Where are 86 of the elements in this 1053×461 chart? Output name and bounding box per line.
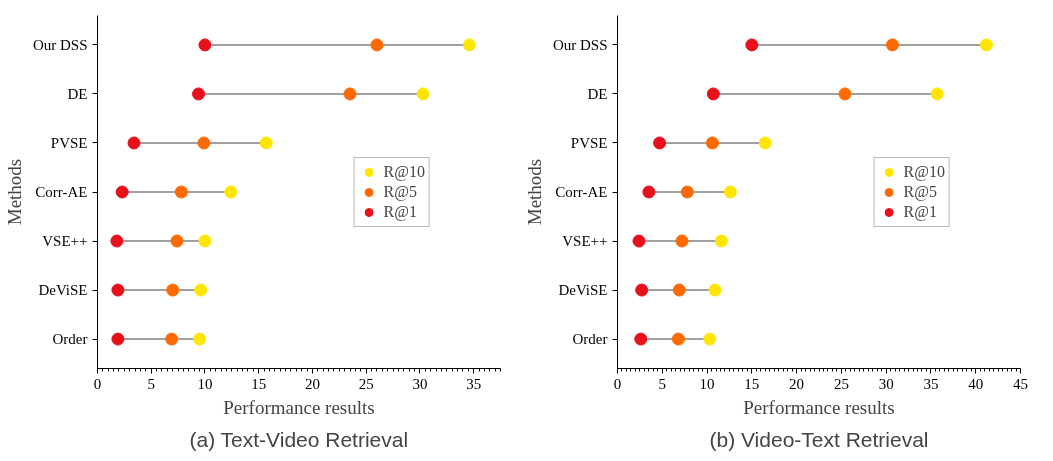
x-tick-label: 45 (1013, 375, 1028, 392)
text: (a) Text-Video Retrieval (189, 427, 409, 451)
x-tick-label: 25 (833, 375, 849, 392)
point (930, 87, 944, 101)
y-tick-label: Our DSS (552, 36, 608, 53)
point (653, 136, 667, 150)
y-tick-label: VSE++ (562, 233, 608, 250)
x-tick-label: 20 (789, 375, 805, 392)
point (259, 136, 273, 150)
y-tick-label: Corr-AE (555, 184, 608, 200)
point (706, 87, 720, 101)
point (192, 87, 206, 101)
y-tick-label: Order (572, 331, 608, 348)
point (462, 38, 476, 52)
legend-label: R@1 (383, 202, 417, 221)
point (979, 38, 993, 52)
legend-label: R@5 (383, 182, 417, 201)
x-axis-title: Performance results (743, 396, 895, 418)
x-tick-label: 30 (412, 375, 428, 392)
point (758, 136, 772, 150)
x-tick-label: 20 (304, 375, 320, 392)
x-tick-label: 25 (358, 375, 374, 392)
point (197, 136, 211, 150)
x-tick-label: 0 (613, 375, 622, 392)
point (634, 332, 648, 346)
x-tick-label: 35 (466, 375, 482, 392)
point (110, 234, 124, 248)
point (170, 234, 184, 248)
point (705, 136, 719, 150)
point (708, 283, 722, 297)
point (343, 87, 357, 101)
x-tick-label: 0 (93, 375, 102, 392)
point (166, 283, 180, 297)
point (198, 234, 212, 248)
legend-label: R@5 (903, 182, 937, 201)
point (370, 38, 384, 52)
point (115, 185, 129, 199)
x-axis-title: Performance results (223, 396, 375, 418)
point (174, 185, 188, 199)
x-tick-label: 15 (744, 375, 760, 392)
point (642, 185, 656, 199)
legend-label: R@1 (903, 202, 937, 221)
point (723, 185, 737, 199)
point (632, 234, 646, 248)
x-tick-label: 40 (968, 375, 984, 392)
point (680, 185, 694, 199)
y-axis-title: Methods (523, 158, 545, 226)
point (672, 283, 686, 297)
x-tick-label: 5 (658, 375, 667, 392)
legend-label: R@10 (383, 162, 425, 181)
point (838, 87, 852, 101)
point (675, 234, 689, 248)
y-tick-label: PVSE (570, 134, 608, 151)
point (671, 332, 685, 346)
x-tick-label: 15 (251, 375, 267, 392)
y-tick-label: VSE++ (42, 233, 88, 250)
legend-label: R@10 (903, 162, 945, 181)
x-tick-label: 35 (923, 375, 939, 392)
y-tick-label: Order (52, 331, 88, 348)
point (224, 185, 238, 199)
point (714, 234, 728, 248)
y-tick-label: Corr-AE (35, 184, 88, 200)
y-tick-label: DE (67, 85, 88, 102)
point (193, 332, 207, 346)
point (111, 332, 125, 346)
y-tick-label: DeViSE (558, 282, 608, 299)
point (111, 283, 125, 297)
point (635, 283, 649, 297)
y-tick-label: DeViSE (38, 282, 88, 299)
text: (b) Video-Text Retrieval (709, 427, 929, 451)
x-tick-label: 30 (878, 375, 894, 392)
y-tick-label: DE (587, 85, 608, 102)
point (703, 332, 717, 346)
y-tick-label: Our DSS (32, 36, 88, 53)
point (885, 38, 899, 52)
point (198, 38, 212, 52)
y-tick-label: PVSE (50, 134, 88, 151)
point (127, 136, 141, 150)
x-tick-label: 10 (699, 375, 715, 392)
point (416, 87, 430, 101)
point (165, 332, 179, 346)
point (745, 38, 759, 52)
y-axis-title: Methods (3, 158, 25, 226)
x-tick-label: 5 (147, 375, 155, 392)
point (194, 283, 208, 297)
x-tick-label: 10 (197, 375, 213, 392)
